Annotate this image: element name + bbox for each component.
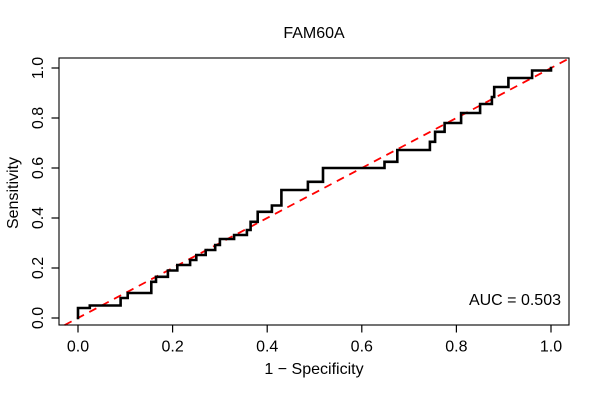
y-tick-label: 0.0 [30,307,47,329]
plot-title: FAM60A [283,25,345,42]
x-tick-label: 0.6 [351,339,373,356]
plot-box [58,57,570,326]
auc-annotation: AUC = 0.503 [468,292,561,309]
chance-diagonal-line [64,57,570,326]
y-tick-label: 0.8 [30,107,47,129]
x-tick-label: 1.0 [540,339,562,356]
x-tick-label: 0.2 [161,339,183,356]
roc-curve-line [76,66,553,320]
x-tick-label: 0.8 [445,339,467,356]
y-tick-label: 0.6 [30,157,47,179]
x-tick-label: 0.0 [67,339,89,356]
x-tick-label: 0.4 [256,339,278,356]
y-axis-label: Sensitivity [5,156,22,230]
x-axis-label: 1 − Specificity [264,361,364,378]
y-tick-label: 0.4 [30,207,47,229]
y-tick-label: 1.0 [30,57,47,79]
y-tick-label: 0.2 [30,257,47,279]
